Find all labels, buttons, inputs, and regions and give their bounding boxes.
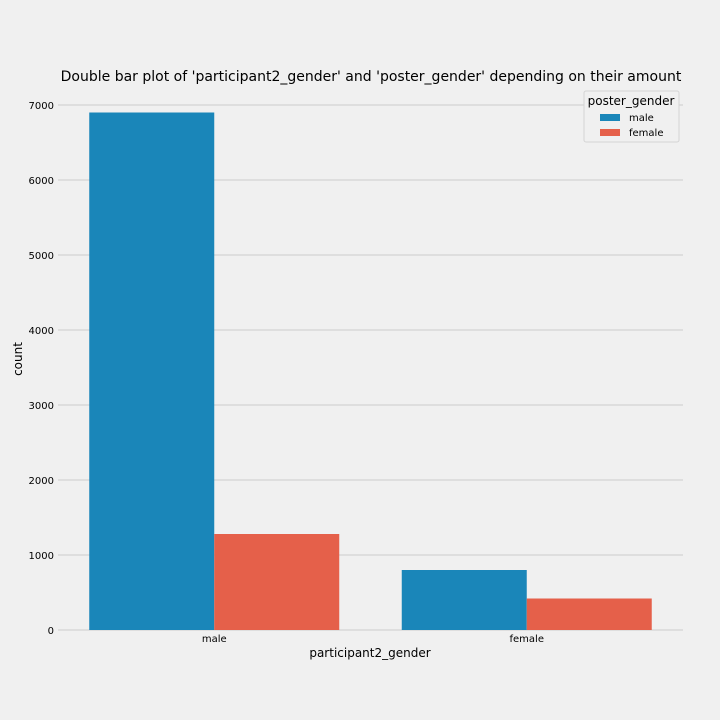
legend-label-female: female (629, 128, 663, 139)
y-tick-label: 6000 (29, 176, 54, 187)
bar-female-male (401, 570, 527, 630)
bar-female-female (526, 598, 652, 630)
bar-male-male (89, 112, 215, 630)
legend-title: poster_gender (588, 94, 675, 108)
bars (89, 112, 652, 630)
legend-label-male: male (629, 113, 654, 124)
legend: poster_gender male female (583, 90, 680, 143)
y-tick-label: 7000 (29, 101, 54, 112)
y-tick-label: 0 (48, 626, 54, 637)
chart-title: Double bar plot of 'participant2_gender'… (61, 69, 682, 85)
y-axis-label: count (11, 342, 25, 376)
y-tick-label: 1000 (29, 551, 54, 562)
legend-swatch-female (600, 129, 620, 136)
y-tick-label: 3000 (29, 401, 54, 412)
x-tick-label: female (510, 634, 544, 645)
x-tick-label: male (202, 634, 227, 645)
y-tick-label: 2000 (29, 476, 54, 487)
y-tick-label: 5000 (29, 251, 54, 262)
bar-male-female (214, 534, 340, 630)
y-axis-ticks: 0 1000 2000 3000 4000 5000 6000 7000 (29, 101, 54, 637)
x-axis-label: participant2_gender (309, 646, 430, 660)
legend-swatch-male (600, 114, 620, 121)
y-tick-label: 4000 (29, 326, 54, 337)
x-axis-ticks: male female (202, 634, 544, 645)
legend-items: male female (600, 113, 663, 139)
